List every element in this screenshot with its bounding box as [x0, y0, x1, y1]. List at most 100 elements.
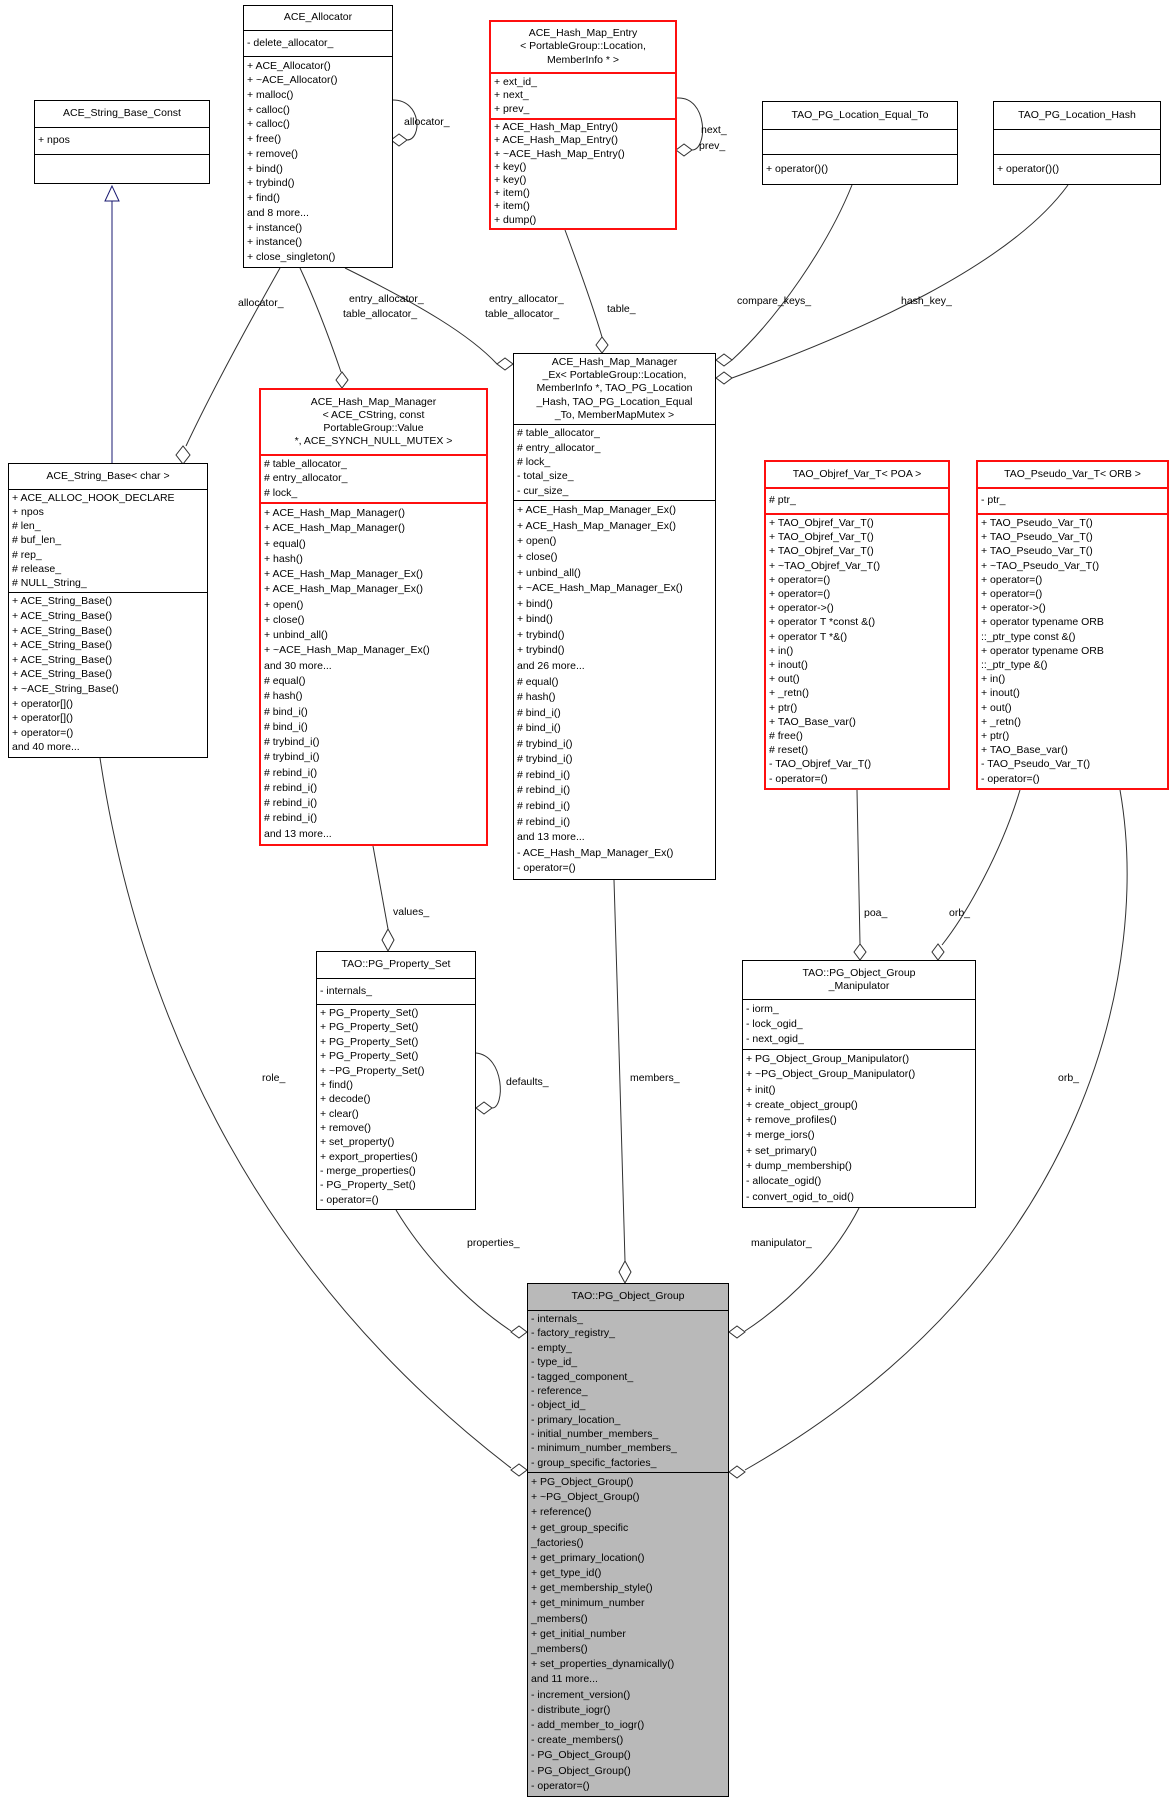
- class-method: + inout(): [981, 687, 1020, 700]
- class-method: + hash(): [264, 552, 303, 565]
- class-attribute: - delete_allocator_: [247, 36, 334, 49]
- class-attribute: - lock_ogid_: [746, 1017, 803, 1030]
- class-box-ace-hash-map-manager-ex[interactable]: ACE_Hash_Map_Manager _Ex< PortableGroup::…: [513, 353, 716, 880]
- class-method: + ~ACE_Hash_Map_Entry(): [494, 147, 625, 160]
- class-method: - allocate_ogid(): [746, 1175, 822, 1188]
- class-method: + ACE_String_Base(): [12, 653, 113, 666]
- class-method: + trybind(): [247, 177, 295, 190]
- class-method: + TAO_Base_var(): [769, 715, 856, 728]
- edge-label-table-allocator: table_allocator_: [485, 308, 560, 320]
- class-box-tao-pseudo-var-t-orb[interactable]: TAO_Pseudo_Var_T< ORB > - ptr_ + TAO_Pseud…: [976, 460, 1169, 790]
- class-method: + ACE_Hash_Map_Manager_Ex(): [517, 504, 677, 517]
- aggregation-diamond: [715, 371, 733, 385]
- class-method: # rebind_i(): [264, 797, 318, 810]
- aggregation-diamond: [381, 927, 395, 953]
- class-method: + ACE_String_Base(): [12, 668, 113, 681]
- class-title-line: < PortableGroup::Location,: [520, 40, 646, 53]
- class-method: + get_type_id(): [531, 1567, 602, 1580]
- class-method: # equal(): [264, 674, 306, 687]
- class-method: + operator[](): [12, 697, 73, 710]
- class-box-ace-hash-map-entry[interactable]: ACE_Hash_Map_Entry < PortableGroup::Locat…: [489, 20, 677, 230]
- class-method: + get_group_specific: [531, 1521, 629, 1534]
- class-method: + ACE_String_Base(): [12, 609, 113, 622]
- class-method: + get_minimum_number: [531, 1597, 645, 1610]
- class-method: + operator->(): [981, 602, 1046, 615]
- class-method: + ~PG_Property_Set(): [320, 1064, 425, 1077]
- edge-label-compare-keys: compare_keys_: [737, 295, 812, 307]
- class-attribute: # table_allocator_: [517, 427, 600, 440]
- edge-label-allocator: allocator_: [238, 297, 284, 309]
- class-method: + remove_profiles(): [746, 1114, 837, 1127]
- class-box-tao-pg-object-group[interactable]: TAO::PG_Object_Group - internals_ - factor…: [527, 1283, 729, 1797]
- class-method: + free(): [247, 133, 282, 146]
- class-method: + merge_iors(): [746, 1129, 815, 1142]
- class-method: - convert_ogid_to_oid(): [746, 1190, 854, 1203]
- class-box-ace-hash-map-manager[interactable]: ACE_Hash_Map_Manager < ACE_CString, const…: [259, 388, 488, 846]
- class-method: and 40 more...: [12, 741, 80, 754]
- edge-hash-key: [715, 184, 1069, 385]
- class-title-line: ACE_Hash_Map_Manager: [310, 395, 437, 408]
- edge-allocator-to-hash-map-manager-ex: [344, 267, 514, 371]
- class-box-tao-objref-var-t-poa[interactable]: TAO_Objref_Var_T< POA > # ptr_ + TAO_Objre…: [764, 460, 950, 790]
- class-box-ace-allocator[interactable]: ACE_Allocator - delete_allocator_ + ACE_Al…: [243, 5, 393, 268]
- class-method: + ptr(): [769, 701, 798, 714]
- class-method: + TAO_Pseudo_Var_T(): [981, 545, 1093, 558]
- class-method: + equal(): [264, 537, 306, 550]
- class-attribute: - internals_: [531, 1313, 583, 1326]
- class-method: - operator=(): [531, 1779, 590, 1792]
- class-method: # rebind_i(): [264, 766, 318, 779]
- class-method: + TAO_Objref_Var_T(): [769, 531, 874, 544]
- class-method: + init(): [746, 1083, 776, 1096]
- class-attribute: - type_id_: [531, 1356, 578, 1369]
- class-method: - distribute_iogr(): [531, 1703, 611, 1716]
- edge-compare-keys: [715, 184, 853, 367]
- class-attribute: # ptr_: [769, 494, 796, 507]
- class-attribute: + prev_: [494, 103, 530, 116]
- class-method: and 13 more...: [264, 827, 332, 840]
- class-method: + out(): [981, 701, 1012, 714]
- class-method: + instance(): [247, 236, 303, 249]
- class-method: - operator=(): [769, 772, 828, 785]
- class-method: - ACE_Hash_Map_Manager_Ex(): [517, 846, 674, 859]
- class-title-line: ACE_String_Base_Const: [63, 107, 181, 120]
- class-method: # bind_i(): [517, 706, 561, 719]
- class-method: + operator typename ORB: [981, 644, 1104, 657]
- class-method: # hash(): [264, 690, 303, 703]
- class-method: + set_primary(): [746, 1144, 817, 1157]
- class-method: + trybind(): [517, 628, 565, 641]
- class-box-ace-string-base-char[interactable]: ACE_String_Base< char > + ACE_ALLOC_HOOK_…: [8, 463, 208, 758]
- class-method: - add_member_to_iogr(): [531, 1718, 645, 1731]
- class-title-line: TAO::PG_Object_Group: [571, 1290, 685, 1303]
- edge-label-table: table_: [607, 303, 636, 315]
- class-attribute: - internals_: [320, 984, 372, 997]
- class-box-ace-string-base-const[interactable]: ACE_String_Base_Const + npos: [34, 100, 210, 184]
- class-attribute: + ext_id_: [494, 75, 537, 88]
- aggregation-diamond: [675, 143, 693, 157]
- class-method: + PG_Property_Set(): [320, 1007, 419, 1020]
- edge-label-values: values_: [393, 906, 430, 918]
- class-method: + ~ACE_Hash_Map_Manager_Ex(): [264, 644, 430, 657]
- edge-label-members: members_: [630, 1072, 680, 1084]
- class-box-tao-pg-location-equal-to[interactable]: TAO_PG_Location_Equal_To + operator()(): [762, 101, 958, 185]
- class-method: # bind_i(): [517, 722, 561, 735]
- class-method: + ~ACE_String_Base(): [12, 682, 119, 695]
- class-box-tao-pg-location-hash[interactable]: TAO_PG_Location_Hash + operator()(): [993, 101, 1161, 185]
- class-method: # rebind_i(): [517, 815, 571, 828]
- class-method: + ACE_Hash_Map_Manager(): [264, 507, 405, 520]
- aggregation-diamond: [335, 371, 349, 389]
- class-attribute: + ACE_ALLOC_HOOK_DECLARE: [12, 491, 175, 504]
- class-method: + get_primary_location(): [531, 1551, 645, 1564]
- class-box-tao-pg-object-group-manipulator[interactable]: TAO::PG_Object_Group _Manipulator - iorm_ -…: [742, 960, 976, 1208]
- class-method: - operator=(): [981, 772, 1040, 785]
- class-title-line: MemberInfo *, TAO_PG_Location: [536, 382, 693, 395]
- edge-properties: [395, 1209, 528, 1339]
- class-method: # rebind_i(): [517, 768, 571, 781]
- edge-label-manipulator: manipulator_: [751, 1237, 812, 1249]
- class-method: # bind_i(): [264, 705, 308, 718]
- class-box-tao-pg-property-set[interactable]: TAO::PG_Property_Set - internals_ + PG_Pro…: [316, 951, 476, 1210]
- class-title-line: _Hash, TAO_PG_Location_Equal: [536, 395, 693, 408]
- class-attribute: + npos: [38, 134, 70, 147]
- class-method: - increment_version(): [531, 1688, 631, 1701]
- class-method: - TAO_Pseudo_Var_T(): [981, 758, 1091, 771]
- class-method: - TAO_Objref_Var_T(): [769, 758, 872, 771]
